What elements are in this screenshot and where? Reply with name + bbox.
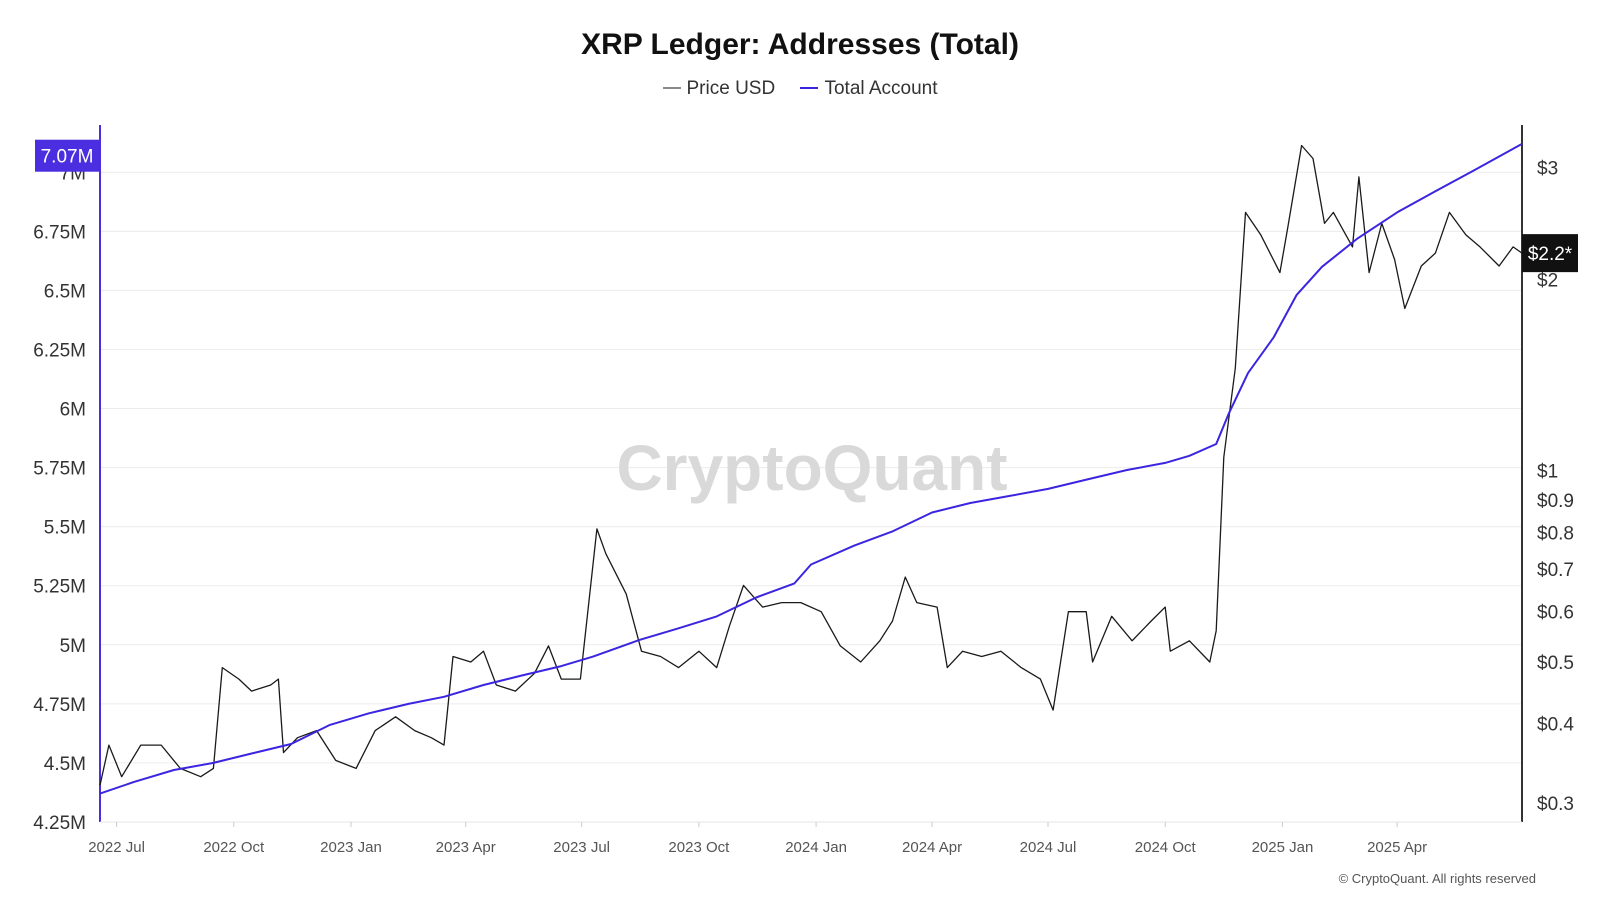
x-tick-label: 2022 Jul xyxy=(88,839,145,856)
left-tick-label: 6.5M xyxy=(44,281,86,302)
price-usd-line xyxy=(99,144,1523,786)
left-tick-label: 4.75M xyxy=(33,695,86,716)
right-tick-label: $0.7 xyxy=(1537,560,1574,581)
x-tick-label: 2024 Jan xyxy=(785,839,847,856)
right-tick-label: $0.9 xyxy=(1537,491,1574,512)
left-tick-label: 6M xyxy=(60,400,86,421)
x-tick-label: 2024 Jul xyxy=(1020,839,1077,856)
legend-swatch-total-account xyxy=(800,86,819,89)
copyright-text: © CryptoQuant. All rights reserved xyxy=(1338,871,1536,886)
x-tick-label: 2023 Jan xyxy=(320,839,382,856)
right-tick-label: $0.4 xyxy=(1537,715,1574,736)
total-account-line xyxy=(99,143,1523,795)
right-tick-label: $0.5 xyxy=(1537,653,1574,674)
right-tick-label: $3 xyxy=(1537,159,1558,180)
chart-legend: Price USD Total Account xyxy=(0,78,1600,100)
left-tick-label: 4.25M xyxy=(33,813,86,834)
x-tick-label: 2023 Oct xyxy=(668,839,730,856)
left-tick-label: 5.25M xyxy=(33,577,86,598)
legend-swatch-price xyxy=(662,86,681,89)
right-tick-label: $1 xyxy=(1537,462,1558,483)
legend-label-price: Price USD xyxy=(686,78,776,99)
legend-item-total-account[interactable]: Total Account xyxy=(800,78,938,100)
chart-title: XRP Ledger: Addresses (Total) xyxy=(581,28,1019,61)
right-current-badge xyxy=(1522,234,1578,273)
right-current-label: $2.2* xyxy=(1528,244,1573,265)
left-tick-label: 5.75M xyxy=(33,459,86,480)
x-tick-label: 2023 Jul xyxy=(553,839,610,856)
x-tick-label: 2024 Apr xyxy=(902,839,962,856)
right-tick-label: $0.8 xyxy=(1537,523,1574,544)
left-current-label: 7.07M xyxy=(41,147,94,168)
watermark: CryptoQuant xyxy=(616,432,1007,504)
left-tick-label: 6.75M xyxy=(33,222,86,243)
legend-item-price[interactable]: Price USD xyxy=(662,78,776,100)
left-tick-label: 4.5M xyxy=(44,754,86,775)
right-tick-label: $0.3 xyxy=(1537,794,1574,815)
right-tick-label: $2 xyxy=(1537,270,1558,291)
x-tick-label: 2024 Oct xyxy=(1135,839,1197,856)
right-tick-label: $0.6 xyxy=(1537,603,1574,624)
left-tick-label: 5.5M xyxy=(44,518,86,539)
legend-label-total-account: Total Account xyxy=(824,78,938,99)
left-current-badge xyxy=(35,139,100,172)
x-tick-label: 2022 Oct xyxy=(203,839,265,856)
left-tick-label: 5M xyxy=(60,636,86,657)
x-tick-label: 2025 Jan xyxy=(1252,839,1314,856)
left-tick-label: 6.25M xyxy=(33,340,86,361)
x-tick-label: 2023 Apr xyxy=(436,839,496,856)
x-tick-label: 2025 Apr xyxy=(1367,839,1427,856)
